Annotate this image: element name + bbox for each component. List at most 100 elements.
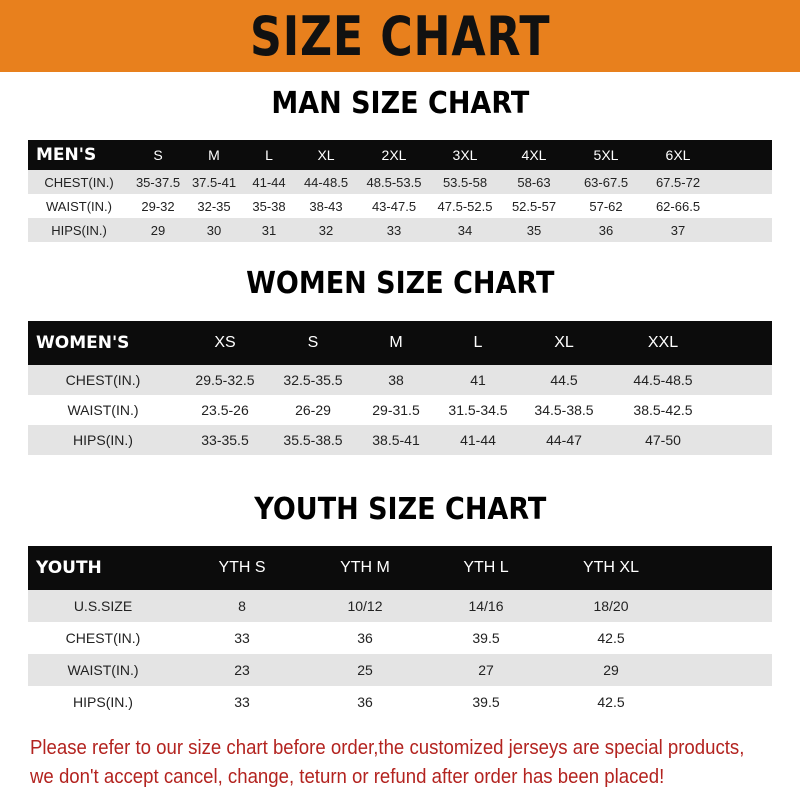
spacer-cell: [714, 218, 772, 242]
spacer-cell: [674, 686, 772, 718]
measurement-cell: 39.5: [424, 686, 548, 718]
measurement-cell: 67.5-72: [642, 170, 714, 194]
table-row: HIPS(IN.) 33 36 39.5 42.5: [28, 686, 772, 718]
measurement-cell: 57-62: [570, 194, 642, 218]
measurement-cell: 29.5-32.5: [178, 365, 272, 395]
measurement-cell: 44.5-48.5: [610, 365, 716, 395]
size-column-header: YTH XL: [548, 546, 674, 590]
row-label: CHEST(IN.): [28, 365, 178, 395]
row-label: CHEST(IN.): [28, 622, 178, 654]
measurement-cell: 37.5-41: [186, 170, 242, 194]
measurement-cell: 34.5-38.5: [518, 395, 610, 425]
order-notice: Please refer to our size chart before or…: [30, 734, 790, 792]
size-column-header: 4XL: [498, 140, 570, 170]
measurement-cell: 36: [306, 686, 424, 718]
measurement-cell: 10/12: [306, 590, 424, 622]
measurement-cell: 25: [306, 654, 424, 686]
size-column-header: L: [242, 140, 296, 170]
size-column-header: 6XL: [642, 140, 714, 170]
men-chart-title: MAN SIZE CHART: [271, 86, 529, 121]
size-column-header: M: [354, 321, 438, 365]
men-size-table: MEN'S S M L XL 2XL 3XL 4XL 5XL 6XL CHEST(IN.) 35-37…: [28, 140, 772, 242]
measurement-cell: 32.5-35.5: [272, 365, 354, 395]
measurement-cell: 35-37.5: [130, 170, 186, 194]
table-row: CHEST(IN.) 29.5-32.5 32.5-35.5 38 41 44.5 44.5…: [28, 365, 772, 395]
measurement-cell: 35-38: [242, 194, 296, 218]
measurement-cell: 32-35: [186, 194, 242, 218]
measurement-cell: 29-32: [130, 194, 186, 218]
measurement-cell: 47.5-52.5: [432, 194, 498, 218]
measurement-cell: 42.5: [548, 686, 674, 718]
row-label: HIPS(IN.): [28, 686, 178, 718]
spacer-cell: [716, 321, 772, 365]
spacer-cell: [714, 194, 772, 218]
measurement-cell: 29: [130, 218, 186, 242]
measurement-cell: 30: [186, 218, 242, 242]
women-chart-title: WOMEN SIZE CHART: [245, 266, 555, 301]
measurement-cell: 35.5-38.5: [272, 425, 354, 455]
spacer-cell: [674, 622, 772, 654]
table-header-label: WOMEN'S: [28, 321, 178, 365]
size-column-header: YTH L: [424, 546, 548, 590]
measurement-cell: 38.5-42.5: [610, 395, 716, 425]
measurement-cell: 58-63: [498, 170, 570, 194]
size-column-header: XXL: [610, 321, 716, 365]
size-column-header: M: [186, 140, 242, 170]
measurement-cell: 44-48.5: [296, 170, 356, 194]
size-column-header: XL: [518, 321, 610, 365]
row-label: WAIST(IN.): [28, 654, 178, 686]
measurement-cell: 14/16: [424, 590, 548, 622]
order-notice-line-1: Please refer to our size chart before or…: [30, 737, 745, 759]
measurement-cell: 38-43: [296, 194, 356, 218]
spacer-cell: [716, 425, 772, 455]
measurement-cell: 62-66.5: [642, 194, 714, 218]
measurement-cell: 38: [354, 365, 438, 395]
measurement-cell: 33: [356, 218, 432, 242]
row-label: CHEST(IN.): [28, 170, 130, 194]
measurement-cell: 41-44: [438, 425, 518, 455]
measurement-cell: 52.5-57: [498, 194, 570, 218]
table-row: HIPS(IN.) 33-35.5 35.5-38.5 38.5-41 41-44 44-…: [28, 425, 772, 455]
table-row: WAIST(IN.) 29-32 32-35 35-38 38-43 43-47.5 47.…: [28, 194, 772, 218]
spacer-cell: [674, 546, 772, 590]
row-label: HIPS(IN.): [28, 425, 178, 455]
spacer-cell: [714, 170, 772, 194]
table-row: U.S.SIZE 8 10/12 14/16 18/20: [28, 590, 772, 622]
spacer-cell: [674, 654, 772, 686]
size-column-header: XS: [178, 321, 272, 365]
measurement-cell: 48.5-53.5: [356, 170, 432, 194]
table-row: CHEST(IN.) 33 36 39.5 42.5: [28, 622, 772, 654]
size-column-header: S: [130, 140, 186, 170]
measurement-cell: 33: [178, 622, 306, 654]
measurement-cell: 26-29: [272, 395, 354, 425]
size-column-header: YTH S: [178, 546, 306, 590]
measurement-cell: 29-31.5: [354, 395, 438, 425]
measurement-cell: 41-44: [242, 170, 296, 194]
measurement-cell: 23.5-26: [178, 395, 272, 425]
spacer-cell: [674, 590, 772, 622]
measurement-cell: 29: [548, 654, 674, 686]
measurement-cell: 41: [438, 365, 518, 395]
spacer-cell: [716, 365, 772, 395]
size-column-header: YTH M: [306, 546, 424, 590]
measurement-cell: 31.5-34.5: [438, 395, 518, 425]
size-column-header: 3XL: [432, 140, 498, 170]
measurement-cell: 38.5-41: [354, 425, 438, 455]
measurement-cell: 37: [642, 218, 714, 242]
measurement-cell: 36: [570, 218, 642, 242]
spacer-cell: [716, 395, 772, 425]
measurement-cell: 33-35.5: [178, 425, 272, 455]
size-chart-banner: SIZE CHART: [0, 0, 800, 72]
measurement-cell: 33: [178, 686, 306, 718]
youth-size-table: YOUTH YTH S YTH M YTH L YTH XL U.S.SIZE 8 10/12…: [28, 546, 772, 718]
measurement-cell: 27: [424, 654, 548, 686]
table-header-label: MEN'S: [28, 140, 130, 170]
measurement-cell: 23: [178, 654, 306, 686]
table-header-label: YOUTH: [28, 546, 178, 590]
measurement-cell: 43-47.5: [356, 194, 432, 218]
measurement-cell: 53.5-58: [432, 170, 498, 194]
measurement-cell: 35: [498, 218, 570, 242]
table-row: WAIST(IN.) 23.5-26 26-29 29-31.5 31.5-34.5 34…: [28, 395, 772, 425]
measurement-cell: 32: [296, 218, 356, 242]
